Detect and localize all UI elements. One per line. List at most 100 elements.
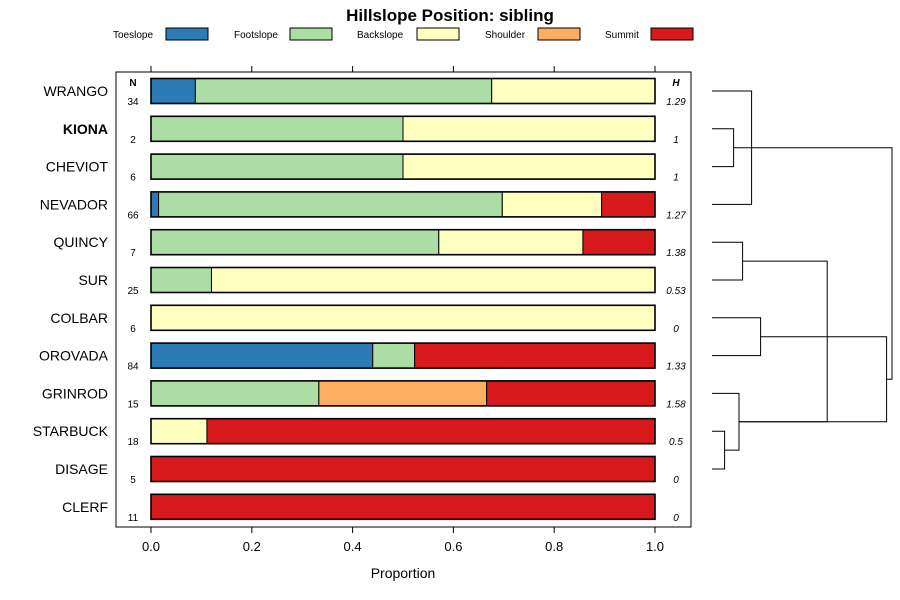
category-label: WRANGO bbox=[43, 83, 108, 99]
bar-segment-nevador-backslope bbox=[501, 191, 603, 218]
bar-segment-nevador-footslope bbox=[158, 191, 503, 218]
bar-segment-quincy-footslope bbox=[150, 229, 440, 256]
bar-outline-colbar bbox=[150, 304, 656, 332]
chart-title: Hillslope Position: sibling bbox=[346, 6, 554, 25]
dendrogram-link bbox=[802, 147, 893, 380]
category-label: SUR bbox=[78, 272, 108, 288]
n-value: 2 bbox=[130, 135, 136, 146]
bar-segment-wrango-backslope bbox=[491, 78, 656, 104]
legend-swatch-toeslope bbox=[165, 27, 209, 41]
dendrogram-link bbox=[712, 430, 726, 470]
h-value: 0.53 bbox=[666, 286, 686, 297]
h-value: 0 bbox=[673, 324, 679, 335]
legend: Toeslope Footslope Backslope Shoulder Summit bbox=[113, 27, 694, 41]
bar-segment-orovada-toeslope bbox=[150, 342, 374, 369]
legend-swatch-footslope bbox=[289, 27, 333, 41]
x-axis-label: Proportion bbox=[371, 565, 436, 581]
bar-segment-starbuck-summit bbox=[206, 418, 656, 445]
bar-outline-kiona bbox=[150, 115, 656, 143]
legend-label-shoulder: Shoulder bbox=[485, 30, 526, 41]
dendrogram-link bbox=[712, 128, 735, 168]
bar-segment-disage-summit bbox=[150, 456, 656, 482]
category-label: NEVADOR bbox=[40, 196, 108, 212]
category-label: COLBAR bbox=[50, 310, 108, 326]
bar-segment-wrango-footslope bbox=[194, 78, 493, 104]
legend-label-summit: Summit bbox=[605, 30, 639, 41]
bar-outline-quincy bbox=[150, 228, 656, 256]
h-value: 1.29 bbox=[666, 97, 686, 108]
x-tick-label: 0.6 bbox=[444, 539, 462, 554]
bar-segment-colbar-backslope bbox=[150, 304, 656, 331]
n-value: 5 bbox=[130, 475, 136, 486]
h-value: 1 bbox=[673, 135, 679, 146]
legend-label-toeslope: Toeslope bbox=[113, 30, 153, 41]
x-tick-label: 0.0 bbox=[142, 539, 160, 554]
legend-swatch-summit bbox=[650, 27, 694, 41]
row-labels: WRANGO 34 1.29 KIONA 2 1 CHEVIOT 6 1 NEVADOR 66 1.2… bbox=[33, 83, 686, 524]
bar-segment-kiona-footslope bbox=[150, 115, 404, 142]
dendrogram-link bbox=[712, 317, 762, 357]
dendrogram-link bbox=[739, 260, 828, 423]
n-value: 6 bbox=[130, 324, 136, 335]
h-value: 1.58 bbox=[666, 399, 686, 410]
n-value: 25 bbox=[127, 286, 139, 297]
h-value: 1 bbox=[673, 173, 679, 184]
n-value: 66 bbox=[127, 210, 139, 221]
bar-segment-orovada-footslope bbox=[372, 342, 416, 369]
bar-segment-cheviot-backslope bbox=[402, 153, 656, 180]
dendrogram-link bbox=[712, 241, 744, 281]
x-tick-label: 1.0 bbox=[646, 539, 664, 554]
bar-outline-orovada bbox=[150, 342, 656, 369]
bar-outline-cheviot bbox=[150, 153, 656, 180]
x-axis: 0.0 0.2 0.4 0.6 0.8 1.0 bbox=[142, 66, 664, 554]
x-tick-label: 0.4 bbox=[344, 539, 362, 554]
bar-segment-cheviot-footslope bbox=[150, 153, 404, 180]
bar-segment-nevador-summit bbox=[601, 191, 656, 218]
legend-label-footslope: Footslope bbox=[234, 30, 278, 41]
legend-swatch-shoulder bbox=[537, 27, 581, 41]
bar-segment-kiona-backslope bbox=[402, 115, 656, 142]
legend-swatch-backslope bbox=[416, 27, 460, 41]
bar-outline-disage bbox=[150, 455, 656, 483]
bar-outline-wrango bbox=[150, 77, 656, 105]
bar-outline-sur bbox=[150, 266, 656, 294]
category-label: GRINROD bbox=[42, 385, 108, 401]
bar-segment-wrango-toeslope bbox=[150, 78, 196, 104]
x-tick-label: 0.8 bbox=[545, 539, 563, 554]
bar-outline-starbuck bbox=[150, 417, 656, 445]
category-label: DISAGE bbox=[55, 461, 108, 477]
category-label: QUINCY bbox=[54, 234, 109, 250]
h-value: 1.33 bbox=[666, 362, 686, 373]
n-value: 84 bbox=[127, 362, 139, 373]
category-label: OROVADA bbox=[39, 348, 109, 364]
n-column-header: N bbox=[129, 78, 136, 89]
bar-segment-grinrod-footslope bbox=[150, 380, 320, 407]
x-tick-label: 0.2 bbox=[243, 539, 261, 554]
n-value: 7 bbox=[130, 248, 136, 259]
bar-segment-orovada-summit bbox=[414, 342, 656, 369]
bar-segment-sur-backslope bbox=[210, 267, 656, 293]
dendrogram-link bbox=[739, 336, 888, 423]
bar-segment-grinrod-shoulder bbox=[318, 380, 488, 407]
n-value: 15 bbox=[127, 399, 139, 410]
category-label: CHEVIOT bbox=[46, 159, 109, 175]
n-value: 6 bbox=[130, 173, 136, 184]
h-value: 1.27 bbox=[666, 210, 686, 221]
n-value: 34 bbox=[127, 97, 139, 108]
bar-segment-sur-footslope bbox=[150, 267, 212, 293]
bar-outline-grinrod bbox=[150, 380, 656, 407]
bar-segment-clerf-summit bbox=[150, 493, 656, 520]
bars bbox=[150, 77, 656, 521]
category-label: STARBUCK bbox=[33, 423, 109, 439]
bar-segment-starbuck-backslope bbox=[150, 418, 208, 445]
h-value: 0 bbox=[673, 475, 679, 486]
bar-segment-grinrod-summit bbox=[486, 380, 656, 407]
bar-segment-nevador-toeslope bbox=[150, 191, 160, 218]
n-value: 18 bbox=[127, 437, 139, 448]
h-value: 0 bbox=[673, 513, 679, 524]
h-column-header: H bbox=[672, 78, 680, 89]
h-value: 0.5 bbox=[669, 437, 683, 448]
n-value: 11 bbox=[128, 513, 139, 524]
plot-frame bbox=[115, 71, 692, 528]
